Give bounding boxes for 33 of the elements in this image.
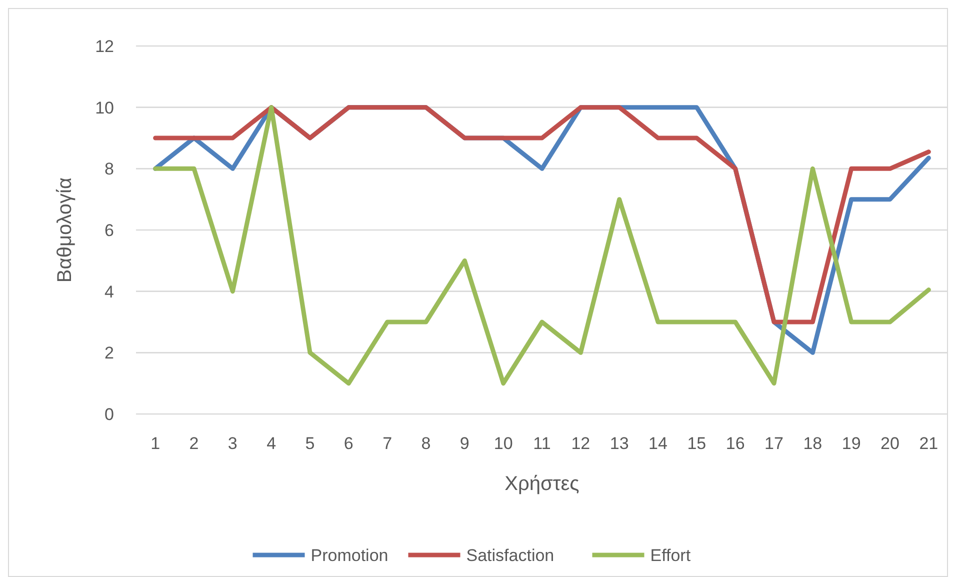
y-axis-title: Βαθμολογία xyxy=(54,177,76,283)
x-tick-label: 14 xyxy=(648,434,668,453)
x-tick-label: 11 xyxy=(533,434,551,453)
legend-label: Effort xyxy=(650,546,691,565)
x-tick-label: 9 xyxy=(460,434,470,453)
x-tick-label: 5 xyxy=(305,434,315,453)
legend-label: Satisfaction xyxy=(466,546,554,565)
x-tick-label: 4 xyxy=(266,434,276,453)
x-tick-label: 6 xyxy=(344,434,354,453)
x-tick-label: 18 xyxy=(803,434,822,453)
y-tick-label: 2 xyxy=(104,344,114,363)
x-tick-label: 19 xyxy=(842,434,861,453)
y-tick-label: 8 xyxy=(104,160,114,179)
y-tick-label: 4 xyxy=(104,282,114,302)
x-tick-label: 1 xyxy=(150,434,160,453)
y-tick-label: 6 xyxy=(104,220,114,240)
x-tick-label: 13 xyxy=(610,434,629,453)
x-tick-label: 8 xyxy=(421,434,431,453)
x-tick-label: 15 xyxy=(687,434,706,453)
x-tick-label: 20 xyxy=(880,434,900,453)
y-tick-label: 10 xyxy=(95,98,114,118)
x-tick-label: 17 xyxy=(764,434,784,453)
y-tick-label: 0 xyxy=(104,404,114,424)
y-tick-label: 12 xyxy=(95,36,114,56)
x-tick-label: 12 xyxy=(571,434,590,453)
x-tick-label: 10 xyxy=(494,434,513,453)
x-tick-label: 7 xyxy=(382,434,392,453)
x-tick-label: 21 xyxy=(919,434,938,453)
x-tick-label: 16 xyxy=(726,434,745,453)
x-tick-label: 2 xyxy=(189,434,199,453)
x-tick-label: 3 xyxy=(228,434,238,453)
x-axis-title: Χρήστες xyxy=(504,473,580,495)
legend-label: Promotion xyxy=(310,546,388,565)
